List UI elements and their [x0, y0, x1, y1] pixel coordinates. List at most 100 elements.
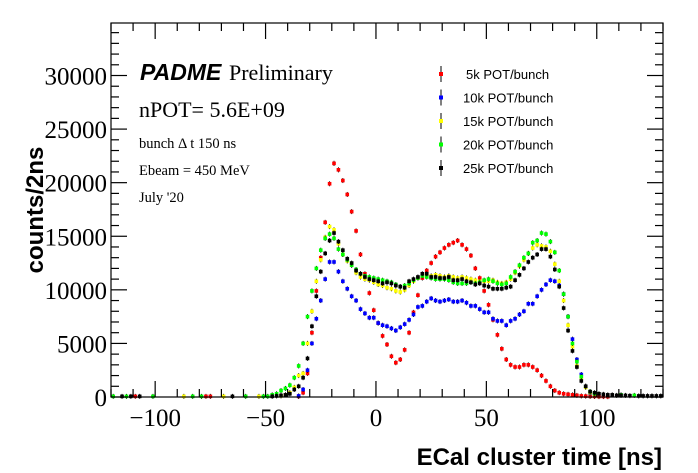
data-point — [208, 393, 213, 399]
legend: 5k POT/bunch 10k POT/bunch 15k POT/bunch 20… — [439, 66, 553, 176]
y-tick-label: 15000 — [45, 224, 108, 251]
data-point — [433, 254, 438, 260]
data-point — [327, 238, 332, 244]
data-point — [491, 286, 495, 292]
data-point — [535, 293, 539, 299]
data-point — [416, 274, 420, 280]
data-point — [327, 224, 332, 230]
data-point — [120, 393, 124, 399]
data-point — [332, 160, 336, 166]
data-point — [658, 393, 663, 399]
data-point — [650, 393, 654, 399]
data-point — [411, 276, 416, 282]
data-point — [548, 383, 553, 389]
data-point — [314, 265, 319, 271]
data-point — [327, 231, 332, 237]
legend-item: 20k POT/bunch — [439, 136, 553, 153]
data-point — [345, 286, 350, 292]
y-tick-label: 30000 — [45, 64, 108, 91]
data-point — [318, 298, 323, 304]
data-point — [557, 268, 562, 274]
data-point — [420, 303, 425, 309]
data-point — [500, 281, 504, 287]
series-5 — [120, 230, 663, 399]
data-point — [544, 231, 548, 237]
legend-item: 15k POT/bunch — [439, 113, 553, 129]
data-point — [588, 389, 592, 395]
data-point — [296, 363, 301, 369]
data-point — [129, 393, 133, 399]
data-point — [451, 277, 456, 283]
data-point — [345, 191, 350, 197]
data-point — [371, 307, 376, 313]
data-point — [314, 293, 319, 299]
data-point — [539, 246, 544, 252]
data-point — [349, 260, 354, 266]
y-tick-label: 10000 — [45, 278, 108, 305]
legend-item: 10k POT/bunch — [439, 89, 553, 106]
data-point — [407, 330, 411, 336]
data-point — [517, 364, 522, 370]
data-point — [557, 390, 562, 396]
data-point — [323, 276, 327, 282]
data-point — [310, 288, 314, 294]
data-point — [566, 322, 570, 328]
data-point — [535, 251, 539, 257]
data-point — [332, 235, 336, 241]
data-point — [385, 323, 389, 329]
x-tick-label: 0 — [370, 405, 383, 432]
data-point — [451, 240, 456, 246]
data-point — [407, 317, 411, 323]
data-point — [341, 178, 345, 184]
data-point — [354, 228, 358, 234]
data-point — [548, 248, 553, 254]
plot-frame — [110, 22, 664, 398]
data-point — [508, 274, 513, 280]
data-point — [500, 286, 504, 292]
data-point — [305, 340, 310, 346]
data-point — [398, 356, 403, 362]
data-point — [500, 346, 504, 352]
data-point — [473, 281, 478, 287]
data-point — [583, 383, 588, 389]
bunch-spacing-label: bunch Δ t 150 ns — [139, 136, 236, 152]
axis-ticks — [110, 23, 664, 398]
data-point — [491, 278, 495, 284]
data-point — [416, 292, 420, 298]
data-point — [341, 278, 345, 284]
x-tick-label: 100 — [578, 405, 616, 432]
data-point — [424, 299, 429, 305]
data-point — [548, 254, 553, 260]
data-point — [318, 257, 323, 263]
data-point — [394, 328, 398, 334]
data-point — [411, 311, 416, 317]
data-point — [464, 278, 469, 284]
data-point — [460, 280, 464, 286]
data-point — [504, 280, 509, 286]
data-point — [385, 285, 389, 291]
series-2 — [296, 259, 592, 399]
y-axis-label: counts/2ns — [22, 147, 49, 274]
data-point — [111, 393, 116, 399]
data-point — [402, 321, 407, 327]
data-point — [442, 298, 447, 304]
data-point — [460, 298, 464, 304]
data-point — [151, 393, 155, 399]
data-point — [296, 383, 301, 389]
data-point — [447, 296, 451, 302]
data-point — [376, 320, 380, 326]
data-point — [513, 277, 517, 283]
data-point — [575, 364, 579, 370]
data-point — [508, 284, 513, 290]
data-point — [539, 373, 544, 379]
data-point — [526, 362, 531, 368]
data-point — [363, 274, 367, 280]
data-point — [336, 239, 341, 245]
data-point — [305, 355, 310, 361]
data-point — [469, 303, 473, 309]
data-point — [535, 242, 539, 248]
data-point — [323, 235, 327, 241]
data-point — [345, 256, 350, 262]
data-point — [292, 375, 297, 381]
data-point — [530, 364, 535, 370]
